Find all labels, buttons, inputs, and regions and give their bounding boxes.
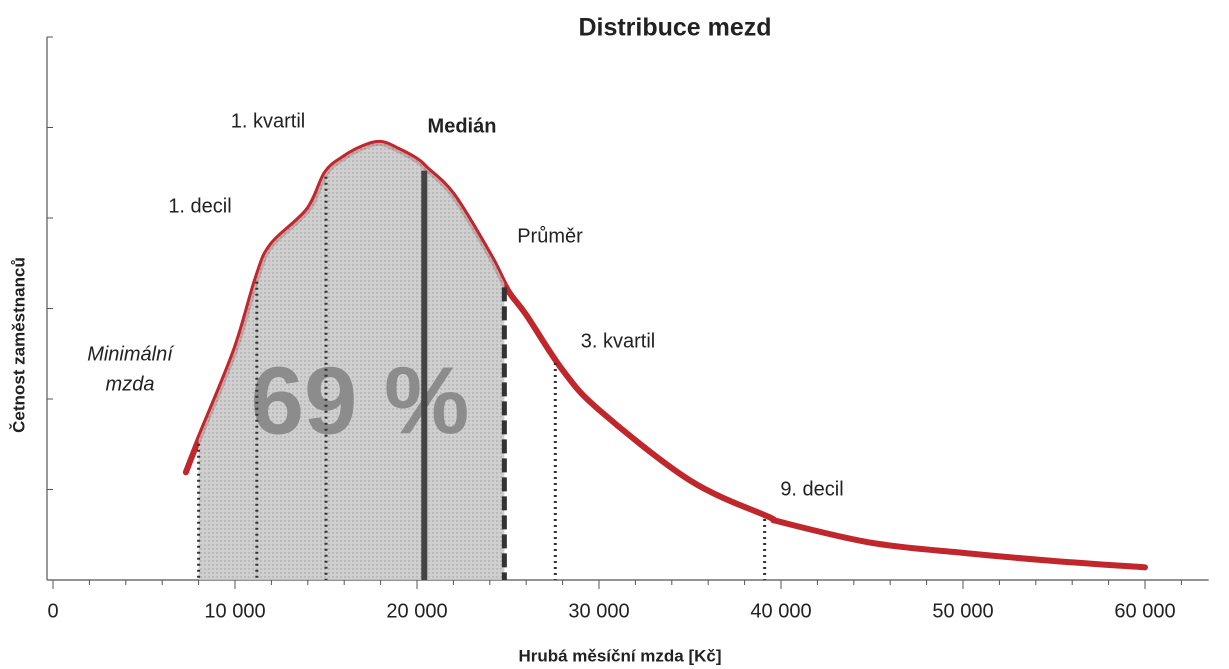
x-axis-label: Hrubá měsíční mzda [Kč]: [518, 646, 721, 665]
marker-label: Medián: [428, 115, 497, 137]
x-tick-label: 50 000: [932, 600, 993, 622]
marker-label: 3. kvartil: [581, 330, 655, 352]
x-tick-label: 0: [47, 600, 58, 622]
x-tick-label: 20 000: [386, 600, 447, 622]
marker-label: Minimální: [87, 343, 175, 365]
x-tick-label: 60 000: [1114, 600, 1175, 622]
x-tick-label: 30 000: [568, 600, 629, 622]
marker-label: 1. decil: [168, 195, 231, 217]
x-tick-label: 40 000: [750, 600, 811, 622]
marker-label: 1. kvartil: [231, 110, 305, 132]
shaded-area: [198, 142, 505, 580]
x-tick-label: 10 000: [204, 600, 265, 622]
marker-label: mzda: [106, 373, 155, 395]
chart-title: Distribuce mezd: [578, 14, 771, 42]
y-axis-label: Četnost zaměstnanců: [9, 257, 28, 433]
percentage-annotation: 69 %: [251, 347, 470, 454]
marker-label: Průměr: [517, 225, 583, 247]
marker-label: 9. decil: [780, 478, 843, 500]
